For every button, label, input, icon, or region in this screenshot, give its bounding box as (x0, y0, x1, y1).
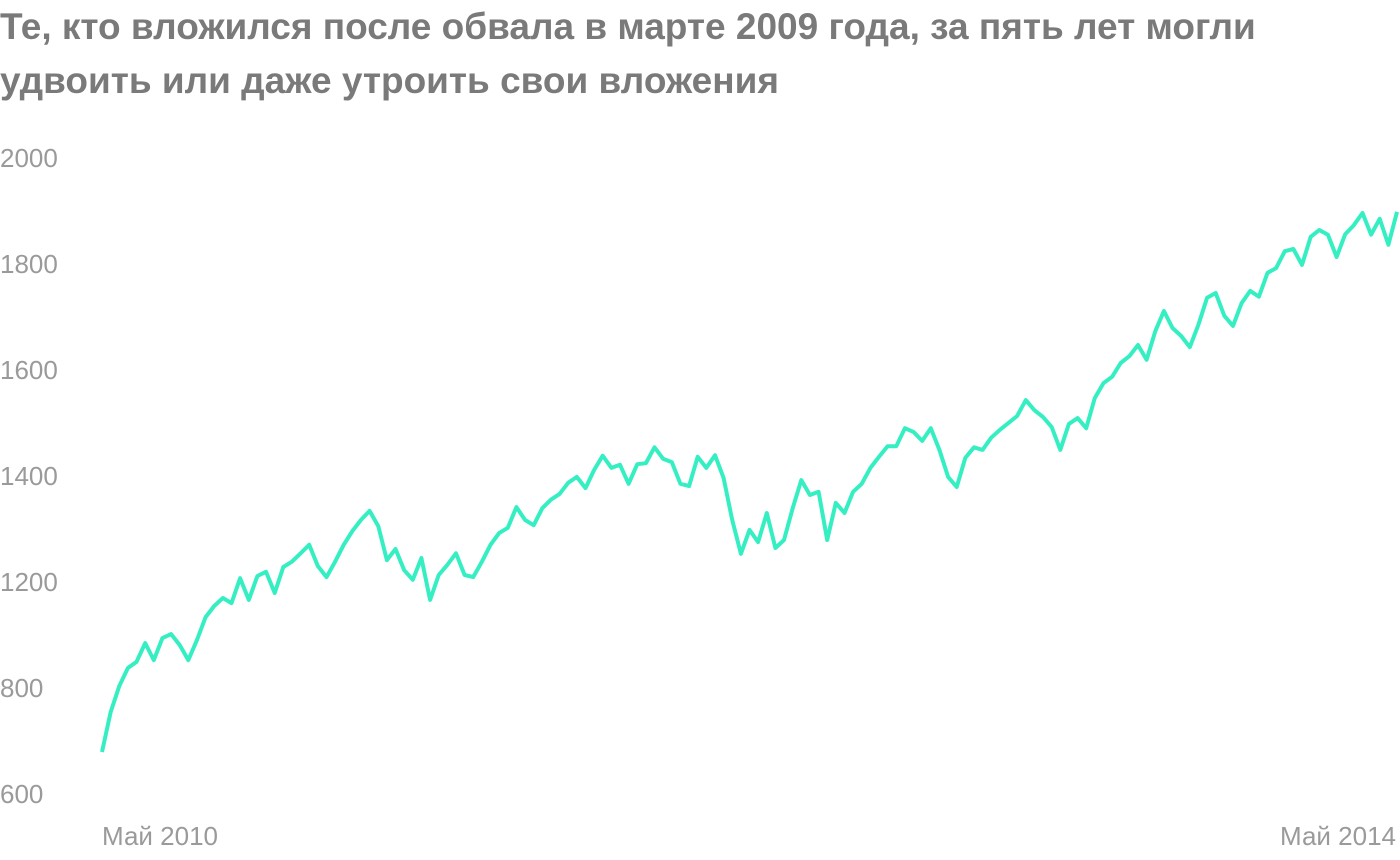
y-tick-label: 600 (0, 779, 43, 809)
y-tick-label: 1600 (0, 355, 58, 385)
chart-title: Те, кто вложился после обвала в марте 20… (0, 6, 1256, 101)
x-tick-label: Май 2014 (1280, 821, 1396, 851)
y-tick-label: 1200 (0, 567, 58, 597)
y-tick-label: 1400 (0, 461, 58, 491)
y-tick-label: 800 (0, 673, 43, 703)
y-tick-label: 1800 (0, 249, 58, 279)
y-tick-label: 2000 (0, 143, 58, 173)
line (100, 211, 1399, 753)
x-tick-label: Май 2010 (102, 821, 218, 851)
